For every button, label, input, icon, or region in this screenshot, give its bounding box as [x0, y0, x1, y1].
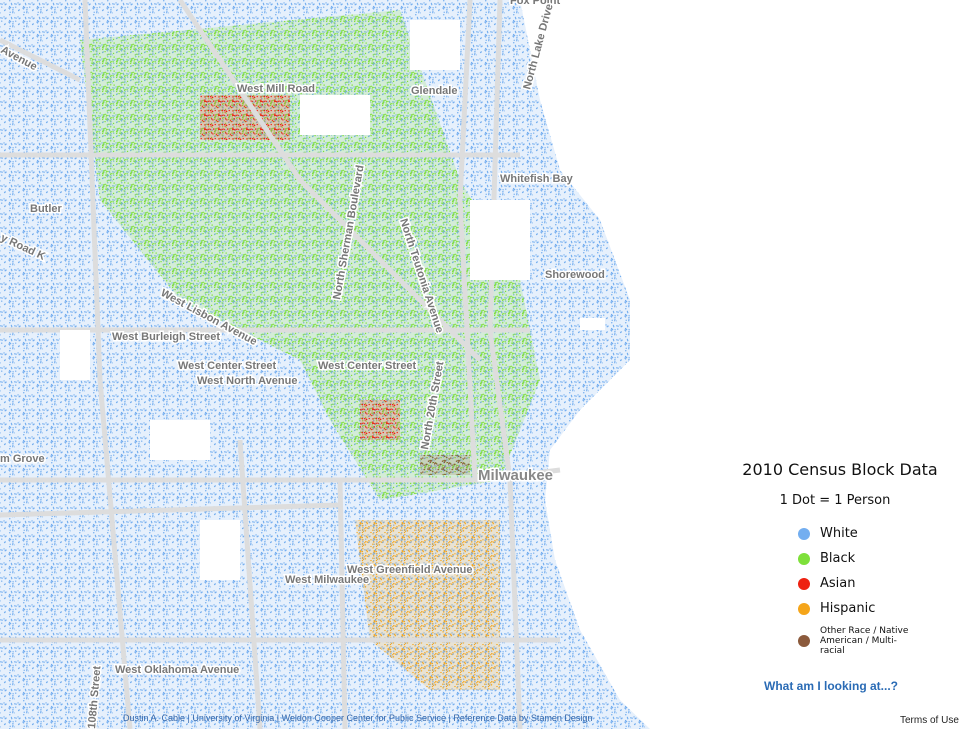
legend: 2010 Census Block Data 1 Dot = 1 Person … — [740, 460, 950, 666]
legend-title: 2010 Census Block Data — [742, 460, 938, 479]
legend-swatch — [798, 577, 810, 590]
legend-swatch — [798, 552, 810, 565]
legend-label: Other Race / Native American / Multi-rac… — [820, 626, 909, 656]
place-label: m Grove — [0, 453, 45, 465]
dot-region — [355, 520, 500, 690]
place-label: Glendale — [411, 85, 457, 97]
legend-label: Black — [820, 551, 856, 566]
place-label: West Center Street — [178, 360, 277, 372]
place-label: West Burleigh Street — [112, 331, 220, 343]
credit: Dustin A. Cable | University of Virginia… — [123, 713, 593, 723]
parks — [60, 20, 605, 580]
place-label: West Center Street — [318, 360, 417, 372]
place-label: Milwaukee — [478, 467, 553, 484]
legend-item: Black — [798, 551, 950, 566]
legend-swatch — [798, 527, 810, 540]
legend-scale: 1 Dot = 1 Person — [779, 493, 891, 508]
legend-item: White — [798, 526, 950, 541]
dot-region — [420, 455, 470, 475]
roads — [0, 0, 561, 729]
dot-region — [360, 400, 400, 440]
place-label: Fox Point — [510, 0, 560, 7]
dot-region — [80, 10, 540, 500]
legend-swatch — [798, 602, 810, 615]
place-label: Whitefish Bay — [500, 173, 574, 185]
dot-region — [420, 455, 470, 475]
dot-region — [360, 400, 400, 440]
legend-item: Other Race / Native American / Multi-rac… — [798, 626, 918, 656]
place-label: West Greenfield Avenue — [347, 564, 473, 576]
place-label: Butler — [30, 203, 63, 215]
legend-items: White Black Asian Hispanic Other Race / Nati… — [740, 526, 950, 656]
place-label: West North Avenue — [197, 375, 297, 387]
legend-swatch — [798, 635, 810, 647]
place-label: West Oklahoma Avenue — [115, 664, 239, 676]
info-link[interactable]: What am I looking at...? — [764, 679, 899, 693]
terms-link[interactable]: Terms of Use — [896, 714, 963, 727]
dot-region — [80, 10, 540, 500]
legend-item: Hispanic — [798, 601, 950, 616]
dot-region — [355, 520, 500, 690]
legend-item: Asian — [798, 576, 950, 591]
place-label: West Milwaukee — [285, 574, 369, 586]
legend-label: Hispanic — [820, 601, 876, 616]
legend-label: Asian — [820, 576, 856, 591]
place-label: Shorewood — [545, 269, 605, 281]
legend-label: White — [820, 526, 858, 541]
place-label: West Mill Road — [237, 83, 315, 95]
